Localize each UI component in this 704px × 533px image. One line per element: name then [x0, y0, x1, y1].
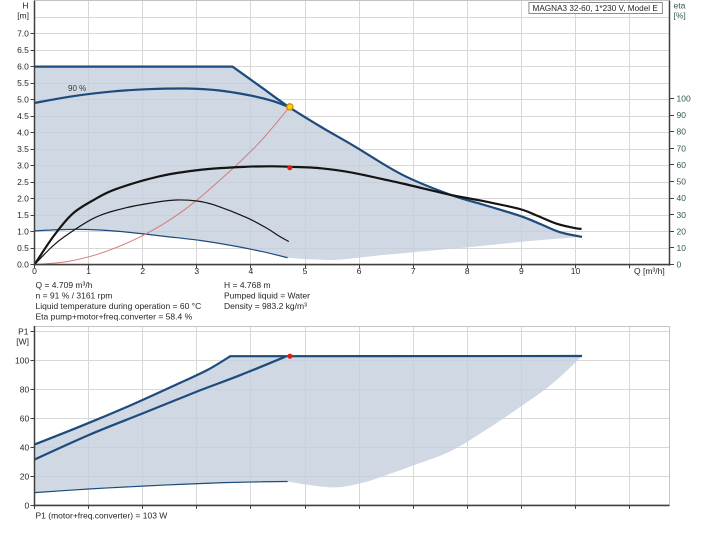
- svg-text:2.5: 2.5: [17, 177, 29, 187]
- svg-text:60: 60: [20, 413, 30, 423]
- svg-text:7.0: 7.0: [17, 29, 29, 39]
- svg-text:20: 20: [677, 226, 687, 236]
- svg-text:2.0: 2.0: [17, 194, 29, 204]
- svg-text:50: 50: [677, 177, 687, 187]
- svg-text:40: 40: [20, 442, 30, 452]
- svg-text:70: 70: [677, 143, 687, 153]
- svg-text:4.5: 4.5: [17, 111, 29, 121]
- svg-text:1: 1: [86, 266, 91, 276]
- svg-text:2: 2: [140, 266, 145, 276]
- svg-text:8: 8: [465, 266, 470, 276]
- svg-text:3: 3: [194, 266, 199, 276]
- svg-text:0.0: 0.0: [17, 260, 29, 270]
- svg-text:100: 100: [15, 355, 29, 365]
- svg-text:n = 91 % / 3161 rpm: n = 91 % / 3161 rpm: [36, 290, 113, 300]
- svg-text:MAGNA3 32-60, 1*230 V, Model E: MAGNA3 32-60, 1*230 V, Model E: [533, 4, 659, 13]
- svg-text:H = 4.768 m: H = 4.768 m: [224, 280, 271, 290]
- svg-text:80: 80: [677, 127, 687, 137]
- svg-text:3.0: 3.0: [17, 161, 29, 171]
- svg-text:90: 90: [677, 110, 687, 120]
- svg-text:P1 (motor+freq.converter) = 10: P1 (motor+freq.converter) = 103 W: [36, 510, 168, 520]
- svg-text:0.5: 0.5: [17, 243, 29, 253]
- svg-text:9: 9: [519, 266, 524, 276]
- svg-text:60: 60: [677, 160, 687, 170]
- svg-text:6.0: 6.0: [17, 62, 29, 72]
- svg-text:1.5: 1.5: [17, 210, 29, 220]
- svg-text:Density = 983.2 kg/m³: Density = 983.2 kg/m³: [224, 301, 307, 311]
- svg-text:H: H: [22, 1, 28, 11]
- svg-text:6.5: 6.5: [17, 45, 29, 55]
- svg-text:Q [m³/h]: Q [m³/h]: [634, 266, 665, 276]
- svg-text:Q = 4.709 m³/h: Q = 4.709 m³/h: [36, 280, 93, 290]
- svg-text:eta: eta: [674, 1, 686, 11]
- svg-text:7: 7: [411, 266, 416, 276]
- svg-text:1.0: 1.0: [17, 227, 29, 237]
- svg-text:90 %: 90 %: [68, 84, 86, 93]
- svg-text:100: 100: [677, 94, 691, 104]
- svg-text:10: 10: [677, 243, 687, 253]
- svg-text:0: 0: [677, 260, 682, 270]
- svg-text:[m]: [m]: [17, 11, 29, 21]
- svg-text:4: 4: [249, 266, 254, 276]
- svg-text:3.5: 3.5: [17, 144, 29, 154]
- svg-text:10: 10: [571, 266, 581, 276]
- svg-text:Liquid temperature during oper: Liquid temperature during operation = 60…: [36, 301, 202, 311]
- svg-text:P1: P1: [18, 327, 29, 337]
- svg-text:0: 0: [24, 500, 29, 510]
- svg-text:5: 5: [303, 266, 308, 276]
- svg-text:[W]: [W]: [16, 337, 29, 347]
- svg-text:[%]: [%]: [674, 11, 686, 21]
- svg-text:Pumped liquid = Water: Pumped liquid = Water: [224, 290, 310, 300]
- svg-text:20: 20: [20, 471, 30, 481]
- svg-text:5.5: 5.5: [17, 78, 29, 88]
- svg-text:Eta pump+motor+freq.converter: Eta pump+motor+freq.converter = 58.4 %: [36, 311, 193, 321]
- svg-text:40: 40: [677, 193, 687, 203]
- svg-text:4.0: 4.0: [17, 128, 29, 138]
- svg-text:6: 6: [357, 266, 362, 276]
- svg-text:80: 80: [20, 384, 30, 394]
- svg-text:0: 0: [32, 266, 37, 276]
- svg-text:5.0: 5.0: [17, 95, 29, 105]
- svg-text:30: 30: [677, 210, 687, 220]
